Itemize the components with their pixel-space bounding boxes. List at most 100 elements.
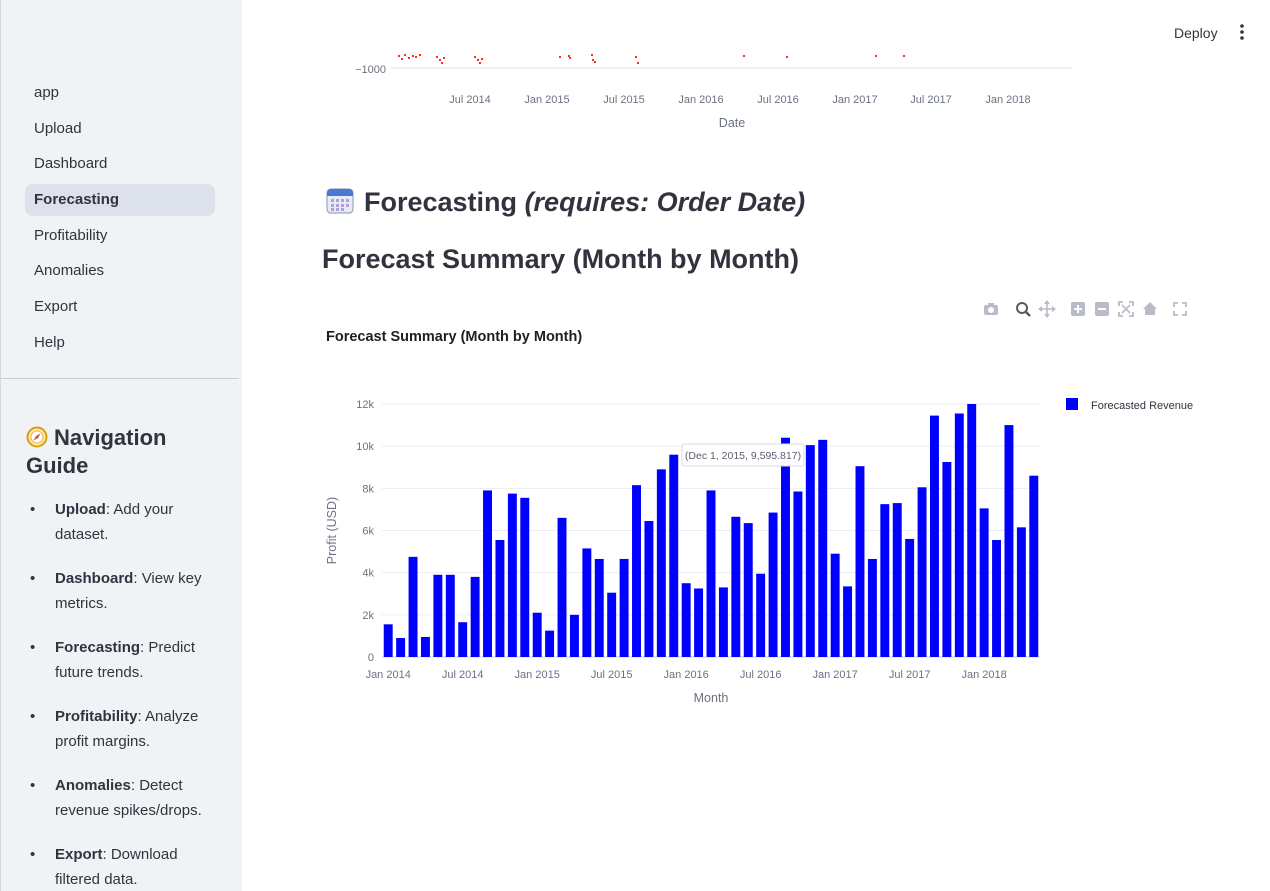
forecast-bar[interactable] [756,573,766,657]
more-vertical-icon[interactable] [1234,22,1250,42]
zoom-out-icon[interactable] [1091,298,1113,320]
legend-label[interactable]: Forecasted Revenue [1091,400,1193,412]
sidebar-item-dashboard[interactable]: Dashboard [34,155,108,172]
forecast-bar[interactable] [632,485,641,657]
anomaly-point [398,55,400,57]
forecast-bar[interactable] [930,415,939,657]
forecast-bar[interactable] [507,493,517,657]
forecast-bar[interactable] [855,466,865,657]
forecast-bar[interactable] [880,504,890,657]
y-tick-label: 0 [368,652,374,664]
y-tick-label: 10k [356,441,374,453]
forecast-bar[interactable] [569,614,579,657]
forecast-bar[interactable] [656,469,666,657]
forecast-bar-chart: Forecast Summary (Month by Month) 0 2k 4k 6k… [325,329,1193,705]
forecast-bar[interactable] [843,586,853,657]
forecast-bar[interactable] [1016,527,1026,657]
compass-icon [26,426,48,448]
forecast-bar[interactable] [892,503,902,657]
sidebar-item-app[interactable]: app [34,84,60,101]
forecast-bar[interactable] [830,553,840,657]
forecast-bar[interactable] [532,612,542,657]
forecast-bar[interactable] [433,574,443,657]
forecast-bar[interactable] [644,521,654,657]
anomaly-chart: −1000 Jul 2014 Jan 2015 Jul 2015 Jan 2016 Jul… [355,54,1072,130]
fullscreen-icon[interactable] [1169,298,1191,320]
forecast-bar[interactable] [483,490,492,657]
guide-list: Upload: Add your dataset. Dashboard: View… [26,497,226,891]
forecast-bar[interactable] [917,487,927,657]
anomaly-point [594,61,596,63]
forecast-bar[interactable] [905,538,915,657]
guide-item-profitability: Profitability: Analyze profit margins. [26,704,226,754]
forecast-bar[interactable] [396,638,406,657]
forecast-bar[interactable] [743,523,753,657]
chart-title: Forecast Summary (Month by Month) [326,329,582,345]
forecast-bar[interactable] [408,556,418,657]
forecast-bar[interactable] [706,490,716,657]
guide-item-forecasting: Forecasting: Predict future trends. [26,635,226,685]
forecast-bar[interactable] [383,624,393,657]
sidebar: app Upload Dashboard Forecasting Profitabili… [0,0,242,891]
forecast-bar[interactable] [781,437,790,657]
forecast-bar[interactable] [768,512,778,657]
sidebar-item-forecasting[interactable]: Forecasting [25,184,215,216]
forecast-bar[interactable] [557,517,567,657]
forecast-bar[interactable] [967,404,977,657]
forecast-bar[interactable] [495,539,505,657]
forecast-bar[interactable] [470,576,480,657]
forecast-bar[interactable] [805,445,815,657]
forecast-bar[interactable] [669,454,679,657]
forecast-bar[interactable] [458,622,468,657]
guide-item-export: Export: Download filtered data. [26,842,226,891]
forecast-bar[interactable] [582,548,592,657]
sidebar-item-help[interactable]: Help [34,334,65,351]
forecast-bar[interactable] [694,588,704,657]
forecast-bar[interactable] [1004,425,1014,657]
forecast-bar[interactable] [594,558,604,657]
guide-item-desc: : Detect revenue spikes/drops. [55,777,202,819]
deploy-button[interactable]: Deploy [1174,25,1218,41]
top-chart-xtick: Jul 2017 [910,94,952,106]
zoom-in-icon[interactable] [1067,298,1089,320]
top-chart-xtick: Jan 2017 [832,94,877,106]
forecasting-requirement-note: (requires: Order Date) [524,187,806,217]
legend-swatch[interactable] [1066,398,1078,410]
forecast-bar[interactable] [979,508,989,657]
forecast-bar[interactable] [731,516,741,657]
forecast-bar[interactable] [445,574,455,657]
guide-item-term: Anomalies [55,777,131,794]
guide-item-upload: Upload: Add your dataset. [26,497,226,547]
sidebar-item-anomalies[interactable]: Anomalies [34,262,105,279]
guide-item-term: Forecasting [55,639,141,656]
anomaly-point [477,59,479,61]
forecast-bar[interactable] [954,413,964,657]
sidebar-item-upload[interactable]: Upload [34,120,82,137]
forecast-bar[interactable] [420,636,430,657]
hover-tooltip [681,443,805,467]
forecast-bar[interactable] [520,497,530,657]
pan-icon[interactable] [1036,298,1058,320]
forecast-bar[interactable] [718,587,728,657]
reset-axes-icon[interactable] [1139,298,1161,320]
guide-item-desc: : Add your dataset. [55,501,174,543]
sidebar-item-profitability[interactable]: Profitability [34,227,108,244]
forecast-bar[interactable] [607,592,617,657]
x-tick-label: Jan 2014 [366,669,411,681]
anomaly-point [786,56,788,58]
forecast-bar[interactable] [619,558,629,657]
forecast-bar[interactable] [545,630,555,657]
sidebar-item-export[interactable]: Export [34,298,78,315]
zoom-icon[interactable] [1012,298,1034,320]
forecast-bar[interactable] [942,461,952,657]
anomaly-point [569,57,571,59]
forecast-bar[interactable] [992,539,1002,657]
forecast-bar[interactable] [793,491,803,657]
forecast-bar[interactable] [818,439,828,657]
x-tick-label: Jul 2015 [591,669,633,681]
forecast-bar[interactable] [681,583,691,657]
forecast-bar[interactable] [867,558,877,657]
autoscale-icon[interactable] [1115,298,1137,320]
forecast-bar[interactable] [1029,475,1039,657]
camera-icon[interactable] [980,298,1002,320]
